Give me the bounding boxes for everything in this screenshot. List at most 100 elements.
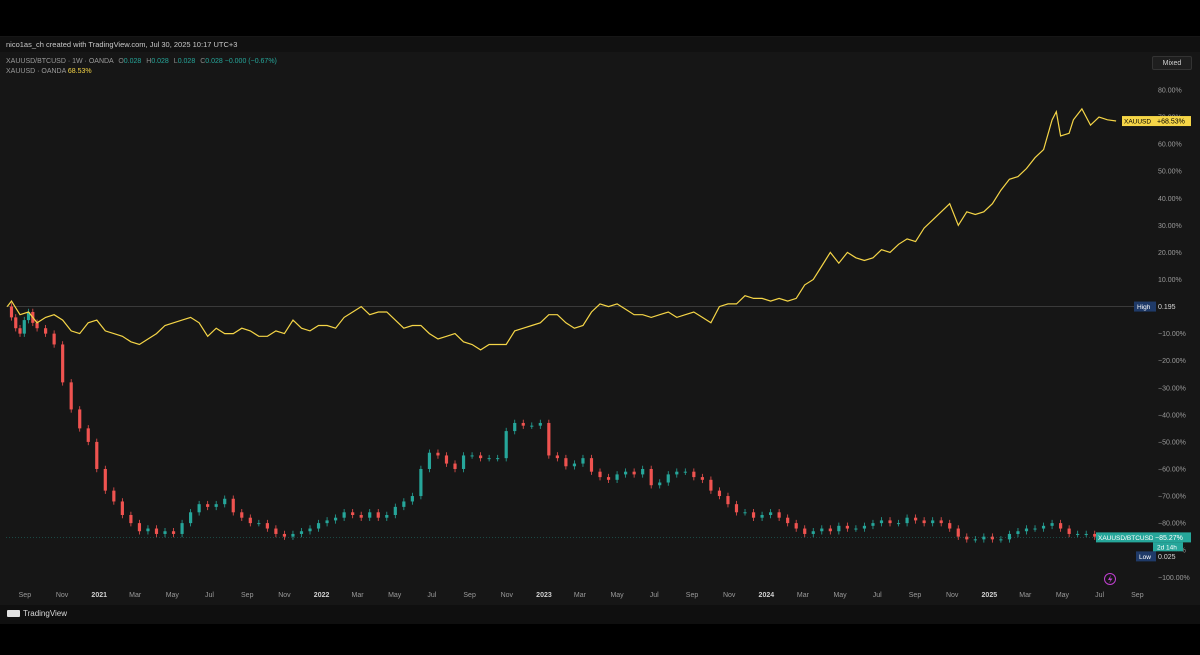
xauusd-value-label: +68.53% [1157,119,1185,126]
candle [1093,533,1097,537]
high-value-bg [1156,301,1182,312]
candle [154,528,159,534]
scale-mode-button[interactable]: Mixed [1152,56,1192,70]
legend-o-label: O [118,58,124,65]
ratio-tag-label: XAUUSD/BTCUSD [1098,535,1154,542]
candle [78,409,82,429]
candle [223,498,227,505]
candle [18,328,22,334]
candle [734,504,739,513]
ratio-value-label: −85.27% [1155,535,1183,542]
candle [1050,523,1054,526]
y-tick-label: −20.00% [1158,358,1186,365]
countdown-label: 2d 14h [1157,544,1177,551]
candle [837,525,841,532]
x-tick-label: May [1056,592,1070,599]
header-title: nico1as_ch created with TradingView.com,… [6,40,238,49]
x-tick-label: Sep [686,592,699,599]
candle [1059,523,1063,529]
candle [1084,533,1088,535]
legend-main-symbol[interactable]: XAUUSD/BTCUSD · 1W · OANDA [6,58,114,65]
xauusd-value-bg [1155,116,1191,127]
candle [786,517,790,524]
y-tick-label: −100.00% [1158,575,1190,582]
candle [61,344,65,383]
candle [1016,531,1020,534]
x-tick-label: Sep [463,592,476,599]
candle [922,520,926,524]
candle [572,463,577,467]
candle [265,523,269,529]
candle [112,490,116,502]
candle [35,322,39,329]
candle [69,382,73,410]
x-tick-label: Mar [797,592,810,599]
candlestick-series [9,303,1114,543]
candle [777,512,781,518]
candle [299,531,304,534]
candle [700,477,704,480]
x-tick-label: 2023 [536,592,552,599]
y-tick-label: 20.00% [1158,250,1182,257]
legend-h-label: H [146,58,152,65]
y-tick-label: 60.00% [1158,142,1182,149]
y-tick-label: 80.00% [1158,88,1182,95]
xauusd-tag-label: XAUUSD [1124,119,1151,126]
candle [547,422,551,456]
x-tick-label: Mar [352,592,365,599]
y-tick-label: −60.00% [1158,466,1186,473]
candle [521,422,525,426]
lightning-bolt-icon [1108,575,1113,584]
high-tag-label: High [1137,304,1151,311]
lightning-icon[interactable] [1104,573,1116,585]
legend-compare-row[interactable]: XAUUSD · OANDA 68.53% [6,67,277,77]
candle [896,523,901,525]
candle [726,496,730,505]
candle [538,422,542,426]
candle [22,320,26,334]
candle [487,458,491,460]
candle [956,528,960,537]
candle [180,523,184,534]
candle [291,533,295,537]
x-tick-label: Nov [56,592,69,599]
candle [427,452,432,469]
legend-compare-symbol[interactable]: XAUUSD · OANDA [6,68,66,75]
x-tick-label: May [610,592,624,599]
candle [803,528,807,534]
ratio-tag-bg [1096,532,1153,543]
x-tick-label: May [166,592,180,599]
candle [769,512,773,515]
chart-frame [0,36,1200,624]
candle [206,504,210,507]
x-tick-label: Nov [501,592,514,599]
candle [453,463,457,469]
candle [931,520,935,524]
candle [137,523,142,532]
candle [26,311,31,321]
x-tick-label: Sep [241,592,254,599]
candle [231,498,235,513]
legend-l-value: 0.028 [177,58,196,65]
candle [95,441,99,469]
candle [257,523,261,525]
tradingview-logo[interactable]: TradingView [7,609,67,619]
x-tick-label: Nov [278,592,291,599]
candle [948,523,952,529]
y-tick-label: 40.00% [1158,196,1182,203]
candle [982,536,986,540]
y-tick-label: −40.00% [1158,412,1186,419]
legend-c-value: 0.028 [205,58,223,65]
candle [751,512,756,518]
legend-main-row[interactable]: XAUUSD/BTCUSD · 1W · OANDA O 0.028 H 0.028… [6,57,277,67]
candle [854,528,858,530]
candle [376,512,380,518]
candle [496,458,500,460]
candle [308,528,312,532]
candle [504,431,508,459]
candle [1033,528,1037,530]
xauusd-line [6,107,1117,351]
ratio-value-bg [1153,532,1191,543]
chart-header: nico1as_ch created with TradingView.com,… [0,37,1200,52]
